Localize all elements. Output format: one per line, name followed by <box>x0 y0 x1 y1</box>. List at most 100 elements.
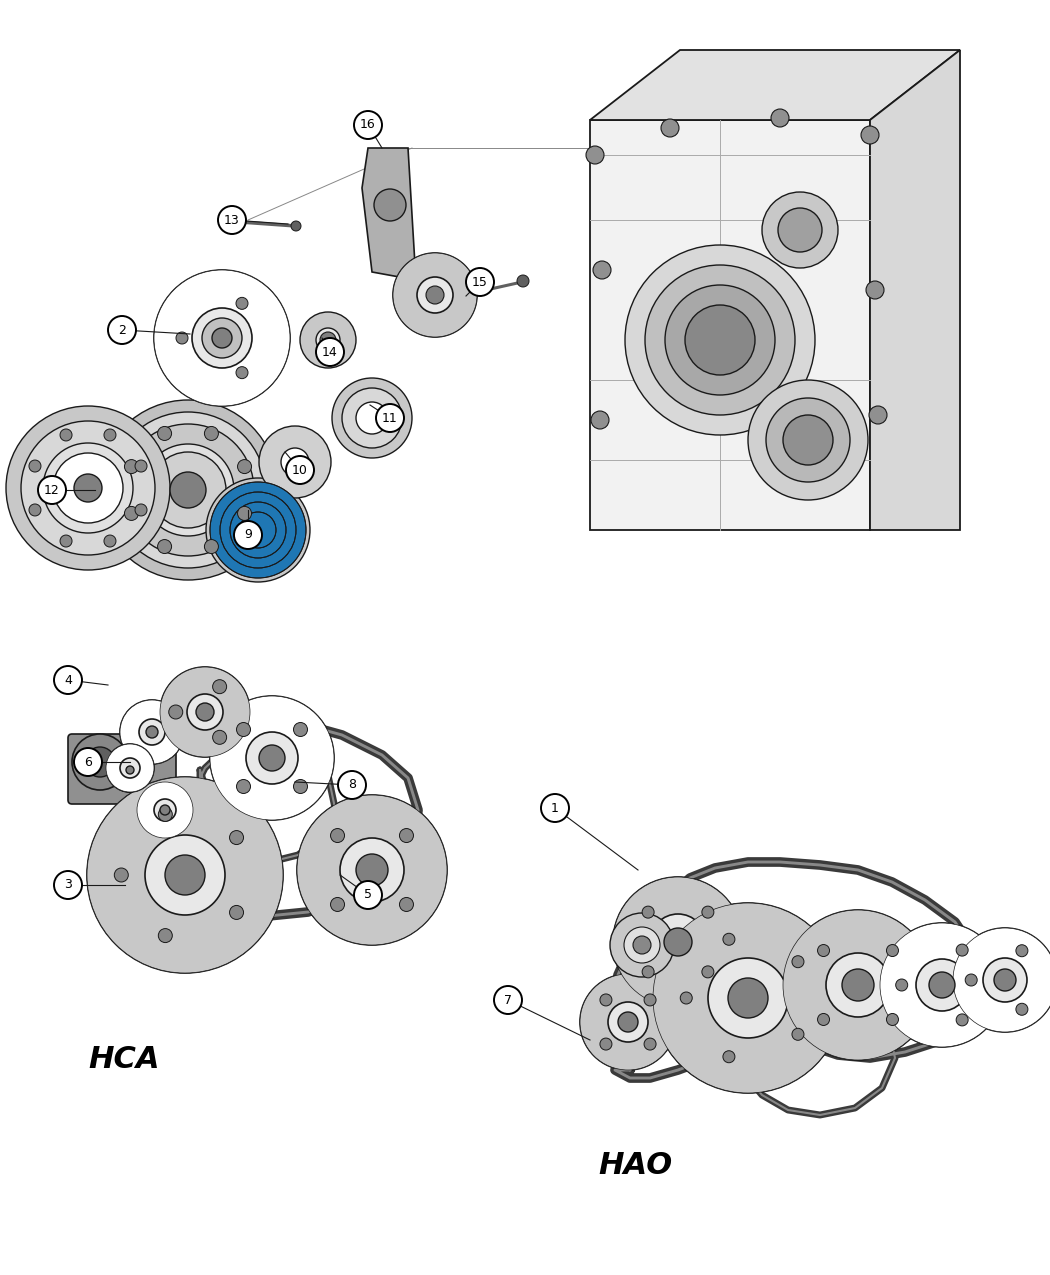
Circle shape <box>212 731 227 745</box>
Circle shape <box>541 794 569 822</box>
Circle shape <box>635 899 720 984</box>
Circle shape <box>230 830 244 844</box>
Circle shape <box>826 952 890 1017</box>
Circle shape <box>680 992 692 1003</box>
Circle shape <box>129 709 174 755</box>
Circle shape <box>664 928 692 956</box>
Circle shape <box>74 474 102 502</box>
Circle shape <box>159 807 172 821</box>
Circle shape <box>146 790 185 830</box>
Text: 15: 15 <box>472 275 488 288</box>
Circle shape <box>110 412 266 567</box>
Circle shape <box>74 748 102 776</box>
Circle shape <box>968 944 1042 1017</box>
Circle shape <box>29 504 41 516</box>
Circle shape <box>354 881 382 909</box>
Circle shape <box>139 719 165 745</box>
Circle shape <box>676 927 819 1070</box>
Circle shape <box>246 732 298 784</box>
Text: 4: 4 <box>64 673 72 686</box>
Circle shape <box>170 472 206 507</box>
Circle shape <box>653 903 843 1093</box>
Circle shape <box>517 275 529 287</box>
Circle shape <box>817 945 899 1025</box>
Circle shape <box>376 404 404 432</box>
Text: 13: 13 <box>224 213 239 227</box>
Circle shape <box>643 966 654 978</box>
Circle shape <box>121 761 139 779</box>
Circle shape <box>237 459 252 473</box>
Circle shape <box>210 482 306 578</box>
Circle shape <box>160 667 250 757</box>
Circle shape <box>316 328 340 352</box>
Circle shape <box>907 950 977 1020</box>
Circle shape <box>135 504 147 516</box>
Circle shape <box>1016 945 1028 956</box>
Circle shape <box>161 277 284 399</box>
Circle shape <box>783 910 933 1060</box>
Circle shape <box>643 907 713 978</box>
Circle shape <box>916 959 968 1011</box>
Circle shape <box>113 751 147 785</box>
Circle shape <box>173 289 271 388</box>
Circle shape <box>994 969 1016 991</box>
Circle shape <box>126 766 134 774</box>
Circle shape <box>120 759 140 778</box>
Circle shape <box>586 147 604 164</box>
Polygon shape <box>870 50 960 530</box>
Circle shape <box>399 829 414 843</box>
Circle shape <box>580 974 676 1070</box>
Text: 14: 14 <box>322 346 338 358</box>
Circle shape <box>625 245 815 435</box>
Circle shape <box>916 959 968 1011</box>
Circle shape <box>139 719 165 745</box>
Circle shape <box>72 734 128 790</box>
Circle shape <box>120 759 140 778</box>
Circle shape <box>106 745 154 792</box>
Circle shape <box>85 747 116 776</box>
Circle shape <box>896 979 907 991</box>
Circle shape <box>291 221 301 231</box>
Circle shape <box>580 974 676 1070</box>
Circle shape <box>108 748 152 792</box>
Circle shape <box>393 252 477 337</box>
Circle shape <box>340 838 404 901</box>
Circle shape <box>628 891 729 992</box>
Circle shape <box>331 898 344 912</box>
Circle shape <box>722 1051 735 1063</box>
Circle shape <box>685 935 812 1062</box>
Circle shape <box>880 923 1004 1047</box>
Circle shape <box>608 1002 648 1042</box>
Circle shape <box>653 903 843 1093</box>
Circle shape <box>1016 1003 1028 1015</box>
Circle shape <box>792 1029 804 1040</box>
Text: 7: 7 <box>504 993 512 1006</box>
Circle shape <box>165 856 205 895</box>
Circle shape <box>286 456 314 484</box>
Circle shape <box>240 513 276 548</box>
Circle shape <box>187 694 223 731</box>
Circle shape <box>154 270 290 405</box>
Circle shape <box>953 928 1050 1031</box>
Text: HAO: HAO <box>598 1150 672 1179</box>
Circle shape <box>96 785 275 965</box>
Circle shape <box>342 388 402 448</box>
Circle shape <box>259 426 331 499</box>
Circle shape <box>202 317 242 358</box>
Circle shape <box>660 910 835 1085</box>
Circle shape <box>314 812 429 928</box>
Circle shape <box>494 986 522 1014</box>
Circle shape <box>322 821 421 919</box>
Circle shape <box>338 771 366 799</box>
Circle shape <box>236 297 248 310</box>
Circle shape <box>154 799 176 821</box>
Circle shape <box>228 714 316 802</box>
Circle shape <box>593 261 611 279</box>
FancyBboxPatch shape <box>68 734 176 805</box>
Circle shape <box>792 918 924 1052</box>
Circle shape <box>87 776 284 973</box>
Circle shape <box>120 810 250 940</box>
Circle shape <box>169 705 183 719</box>
Circle shape <box>230 905 244 919</box>
Circle shape <box>297 796 447 945</box>
